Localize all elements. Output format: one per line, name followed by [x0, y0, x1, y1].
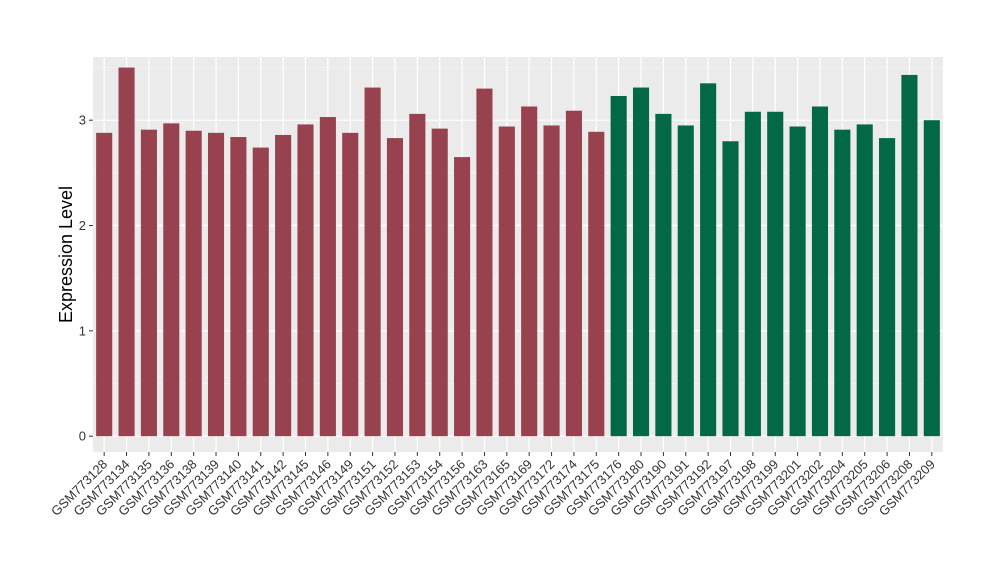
bar-GSM773209 — [923, 120, 940, 437]
bar-GSM773208 — [901, 74, 918, 437]
bar-GSM773140 — [230, 137, 247, 437]
y-tick-label: 2 — [79, 218, 86, 233]
bar-GSM773169 — [521, 106, 538, 437]
bar-GSM773197 — [722, 141, 739, 437]
bar-GSM773201 — [789, 126, 806, 437]
bar-GSM773199 — [767, 111, 784, 437]
bar-GSM773176 — [610, 95, 627, 437]
y-tick-label: 1 — [79, 323, 86, 338]
bar-GSM773139 — [207, 132, 225, 437]
bar-GSM773134 — [118, 67, 135, 437]
bar-GSM773190 — [655, 113, 672, 437]
bar-GSM773146 — [319, 117, 336, 437]
bar-GSM773191 — [677, 125, 694, 437]
bar-GSM773138 — [185, 130, 202, 437]
bar-GSM773180 — [632, 87, 650, 437]
bar-GSM773174 — [565, 110, 582, 437]
y-axis-title: Expression Level — [56, 186, 76, 323]
bar-GSM773204 — [834, 129, 851, 437]
bar-GSM773156 — [454, 157, 471, 437]
bar-GSM773145 — [297, 124, 314, 437]
bar-GSM773163 — [476, 88, 493, 437]
y-axis: 0 1 2 3 — [79, 113, 93, 444]
bar-GSM773205 — [856, 124, 873, 437]
bar-GSM773136 — [163, 123, 180, 437]
bar-GSM773192 — [700, 83, 717, 437]
bar-GSM773149 — [342, 132, 359, 437]
bar-GSM773128 — [96, 132, 113, 437]
bar-GSM773202 — [811, 106, 829, 437]
bar-GSM773141 — [252, 147, 269, 437]
bar-GSM773165 — [498, 126, 515, 437]
bar-GSM773172 — [543, 125, 560, 437]
bar-GSM773154 — [431, 128, 448, 437]
y-tick-label: 0 — [79, 429, 86, 444]
bar-GSM773152 — [386, 138, 404, 437]
bar-GSM773175 — [588, 131, 605, 437]
bars — [96, 67, 940, 437]
bar-GSM773135 — [140, 129, 157, 437]
bar-GSM773206 — [879, 138, 896, 437]
bar-GSM773151 — [364, 87, 381, 437]
y-tick-label: 3 — [79, 113, 86, 128]
x-axis: GSM773128GSM773134GSM773135GSM773136GSM7… — [48, 452, 938, 519]
bar-GSM773142 — [275, 134, 292, 437]
bar-GSM773198 — [744, 111, 761, 437]
bar-GSM773153 — [409, 113, 426, 437]
